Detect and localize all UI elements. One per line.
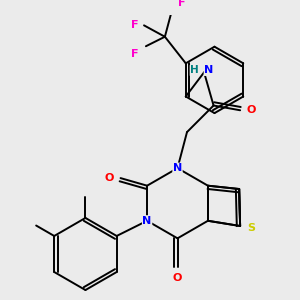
Text: N: N — [204, 65, 213, 75]
Text: N: N — [142, 216, 152, 226]
Text: O: O — [247, 105, 256, 115]
Text: F: F — [178, 0, 186, 8]
Text: O: O — [173, 273, 182, 283]
Text: F: F — [131, 20, 138, 30]
Text: S: S — [248, 223, 256, 233]
Text: N: N — [173, 163, 182, 173]
Text: O: O — [104, 173, 114, 183]
Text: H: H — [190, 65, 199, 75]
Text: F: F — [131, 49, 138, 59]
